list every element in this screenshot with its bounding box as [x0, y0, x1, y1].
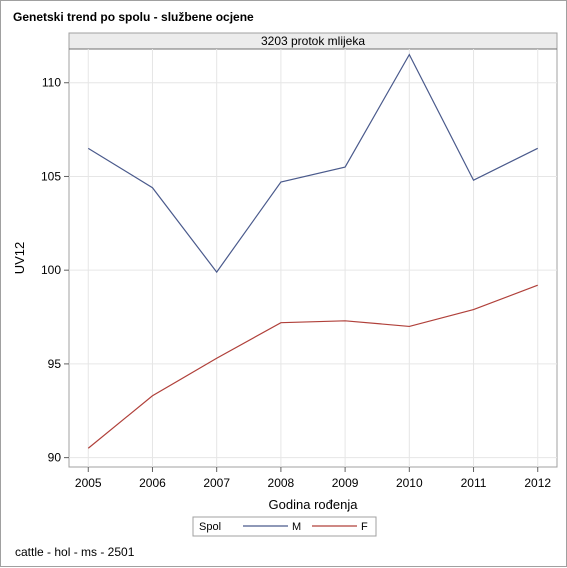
x-tick-label: 2008	[268, 476, 295, 490]
x-tick-label: 2012	[524, 476, 551, 490]
legend-label-M: M	[292, 521, 301, 533]
x-tick-label: 2009	[332, 476, 359, 490]
series-lines	[87, 53, 539, 449]
y-tick-label: 100	[41, 263, 61, 277]
grid-lines	[69, 49, 557, 467]
y-tick-label: 95	[48, 357, 62, 371]
series-line-F	[87, 284, 538, 449]
x-axis-ticks: 2005 2006 2007 2008 2009 2010 2011 2012	[75, 467, 551, 490]
x-axis-label: Godina rođenja	[269, 497, 359, 512]
legend-label-F: F	[361, 521, 368, 533]
x-tick-label: 2011	[461, 476, 487, 490]
series-line-M	[87, 53, 539, 274]
x-tick-label: 2006	[139, 476, 166, 490]
panel-header-text: 3203 protok mlijeka	[261, 34, 365, 48]
footnote: cattle - hol - ms - 2501	[15, 545, 135, 559]
y-axis-ticks: 90 95 100 105 110	[41, 76, 69, 465]
y-tick-label: 105	[41, 169, 61, 183]
x-tick-label: 2007	[203, 476, 230, 490]
x-tick-label: 2005	[75, 476, 102, 490]
chart-title: Genetski trend po spolu - službene ocjen…	[13, 10, 254, 24]
y-tick-label: 90	[48, 451, 62, 465]
y-tick-label: 110	[42, 76, 61, 90]
legend-title: Spol	[199, 521, 221, 533]
x-tick-label: 2010	[396, 476, 423, 490]
y-axis-label: UV12	[12, 242, 27, 275]
